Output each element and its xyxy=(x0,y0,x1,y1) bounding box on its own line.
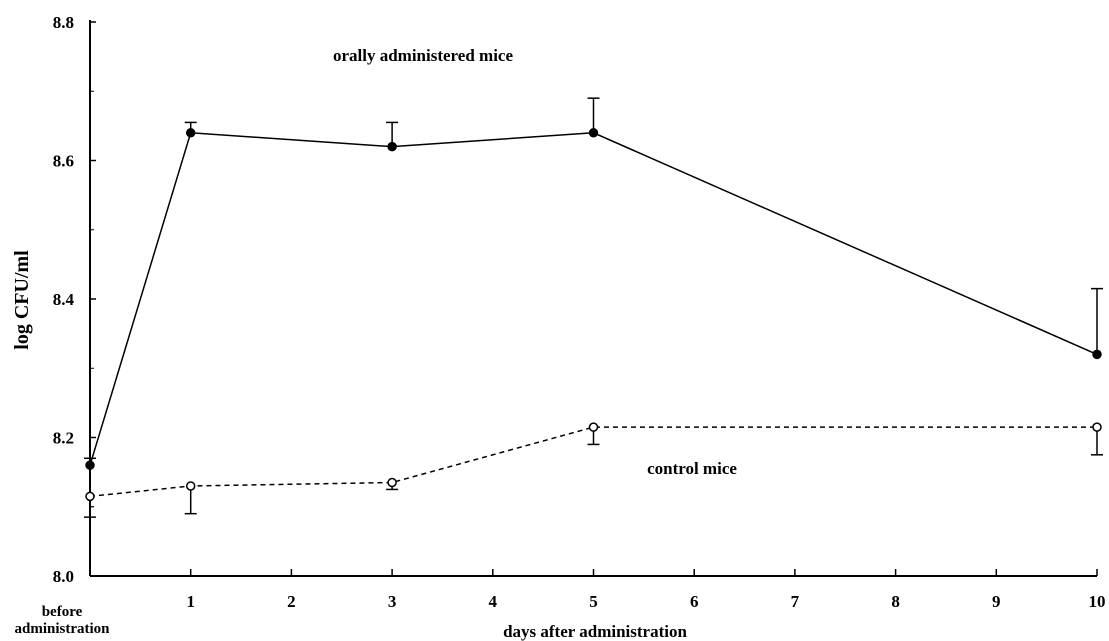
series-label-control-mice: control mice xyxy=(647,459,737,478)
data-point xyxy=(185,128,196,138)
x-tick-label-4: 5 xyxy=(589,592,598,611)
x-tick-label-3: 4 xyxy=(489,592,498,611)
series-line-0 xyxy=(89,132,1098,466)
axis-ticks: 8.0 8.2 8.4 8.6 8.8 1 2 3 4 5 6 7 8 9 10 before administ… xyxy=(14,13,1105,637)
x-tick-label-1: 2 xyxy=(287,592,296,611)
series-0 xyxy=(84,97,1103,470)
data-point xyxy=(387,141,397,152)
y-tick-label-0: 8.0 xyxy=(53,567,74,586)
data-point xyxy=(588,128,599,138)
x-tick-label-8: 9 xyxy=(992,592,1001,611)
x-tick-label-7: 8 xyxy=(891,592,900,611)
data-point xyxy=(185,481,196,491)
y-axis-title: log CFU/ml xyxy=(11,250,33,350)
data-point xyxy=(85,460,95,470)
series-label-orally-administered-mice: orally administered mice xyxy=(333,46,513,65)
x-tick-label-6: 7 xyxy=(791,592,800,611)
y-tick-label-3: 8.6 xyxy=(53,152,74,171)
data-point xyxy=(1092,422,1102,432)
y-tick-label-4: 8.8 xyxy=(53,13,74,32)
data-point xyxy=(85,491,95,502)
y-tick-label-1: 8.2 xyxy=(53,429,74,448)
series-layer xyxy=(84,97,1103,518)
x-tick-label-2: 3 xyxy=(388,592,397,611)
y-tick-label-2: 8.4 xyxy=(53,290,75,309)
series-line-1 xyxy=(89,426,1097,498)
x-tick-label-0: 1 xyxy=(186,592,195,611)
x-tick-label-5: 6 xyxy=(690,592,699,611)
data-point xyxy=(588,422,599,432)
data-point xyxy=(1092,349,1102,360)
series-1 xyxy=(84,422,1103,518)
x-tick-label-9: 10 xyxy=(1089,592,1106,611)
x-axis-title: days after administration xyxy=(503,622,687,641)
x-tick-label-before: before administration xyxy=(14,604,110,637)
data-point xyxy=(387,477,397,488)
